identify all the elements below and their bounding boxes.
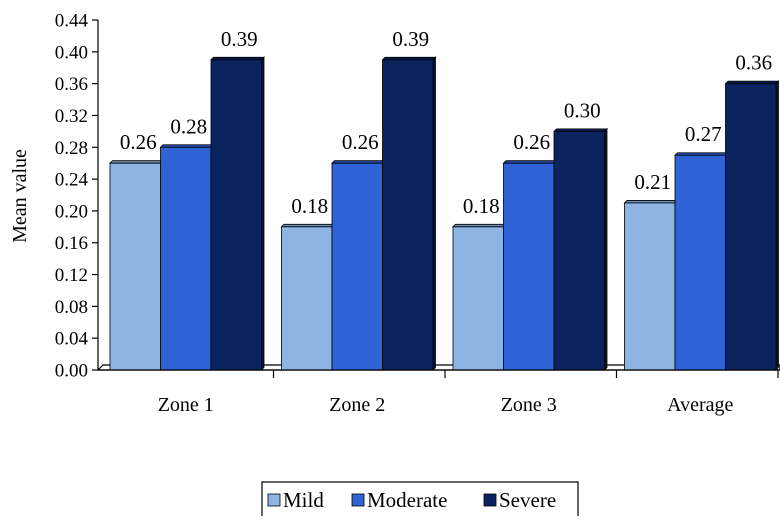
bars-group	[109, 56, 780, 371]
data-label: 0.26	[120, 130, 157, 154]
legend: Mild Moderate Severe	[261, 481, 579, 519]
bar-mild	[623, 199, 679, 371]
x-tick-label: Average	[667, 394, 733, 416]
y-tick-label: 0.12	[55, 265, 88, 286]
data-label: 0.18	[463, 194, 500, 218]
x-tick-label: Zone 3	[501, 394, 557, 416]
bar-severe	[210, 56, 265, 371]
bar-moderate	[502, 159, 558, 371]
y-tick-label: 0.36	[55, 74, 88, 95]
y-tick-label: 0.32	[55, 106, 88, 127]
legend-swatch	[483, 493, 497, 507]
bar-severe	[724, 80, 780, 371]
y-tick-label: 0.24	[55, 170, 89, 191]
bar-moderate	[331, 159, 386, 371]
x-tick-label: Zone 2	[329, 394, 385, 416]
data-label: 0.21	[634, 170, 671, 194]
data-labels-group: 0.26 0.18 0.18 0.21 0.28 0.26 0.26 0.27 0.39 0.39…	[120, 27, 772, 218]
legend-swatch	[267, 493, 281, 507]
legend-swatch	[351, 493, 365, 507]
data-label: 0.36	[735, 51, 772, 75]
data-label: 0.28	[170, 114, 207, 138]
bar-severe	[553, 127, 608, 371]
bar-moderate	[159, 143, 215, 371]
legend-label: Severe	[499, 488, 556, 512]
data-label: 0.18	[291, 194, 328, 218]
bar-severe	[381, 56, 437, 371]
y-tick-label: 0.44	[55, 11, 89, 32]
data-label: 0.26	[342, 130, 379, 154]
data-label: 0.39	[221, 27, 258, 51]
bar-mild	[280, 223, 336, 371]
y-tick-label: 0.08	[55, 297, 88, 318]
axes-group: 0.00 0.04 0.08 0.12 0.16 0.20 0.24 0.28 0.32 0.36…	[55, 11, 780, 416]
data-label: 0.39	[392, 27, 429, 51]
legend-label: Mild	[283, 488, 324, 512]
y-tick-label: 0.00	[55, 361, 88, 382]
bar-moderate	[674, 151, 729, 371]
legend-label: Moderate	[367, 488, 447, 512]
y-tick-label: 0.04	[55, 329, 89, 350]
bar-mild	[452, 223, 507, 371]
y-tick-label: 0.28	[55, 138, 88, 159]
y-tick-label: 0.16	[55, 233, 88, 254]
y-axis-title: Mean value	[9, 149, 31, 243]
legend-box	[261, 481, 579, 519]
data-label: 0.27	[685, 122, 722, 146]
y-tick-label: 0.20	[55, 201, 88, 222]
data-label: 0.26	[513, 130, 550, 154]
data-label: 0.30	[564, 98, 601, 122]
bar-mild	[109, 159, 164, 371]
x-tick-label: Zone 1	[158, 394, 214, 416]
y-tick-label: 0.40	[55, 42, 88, 63]
